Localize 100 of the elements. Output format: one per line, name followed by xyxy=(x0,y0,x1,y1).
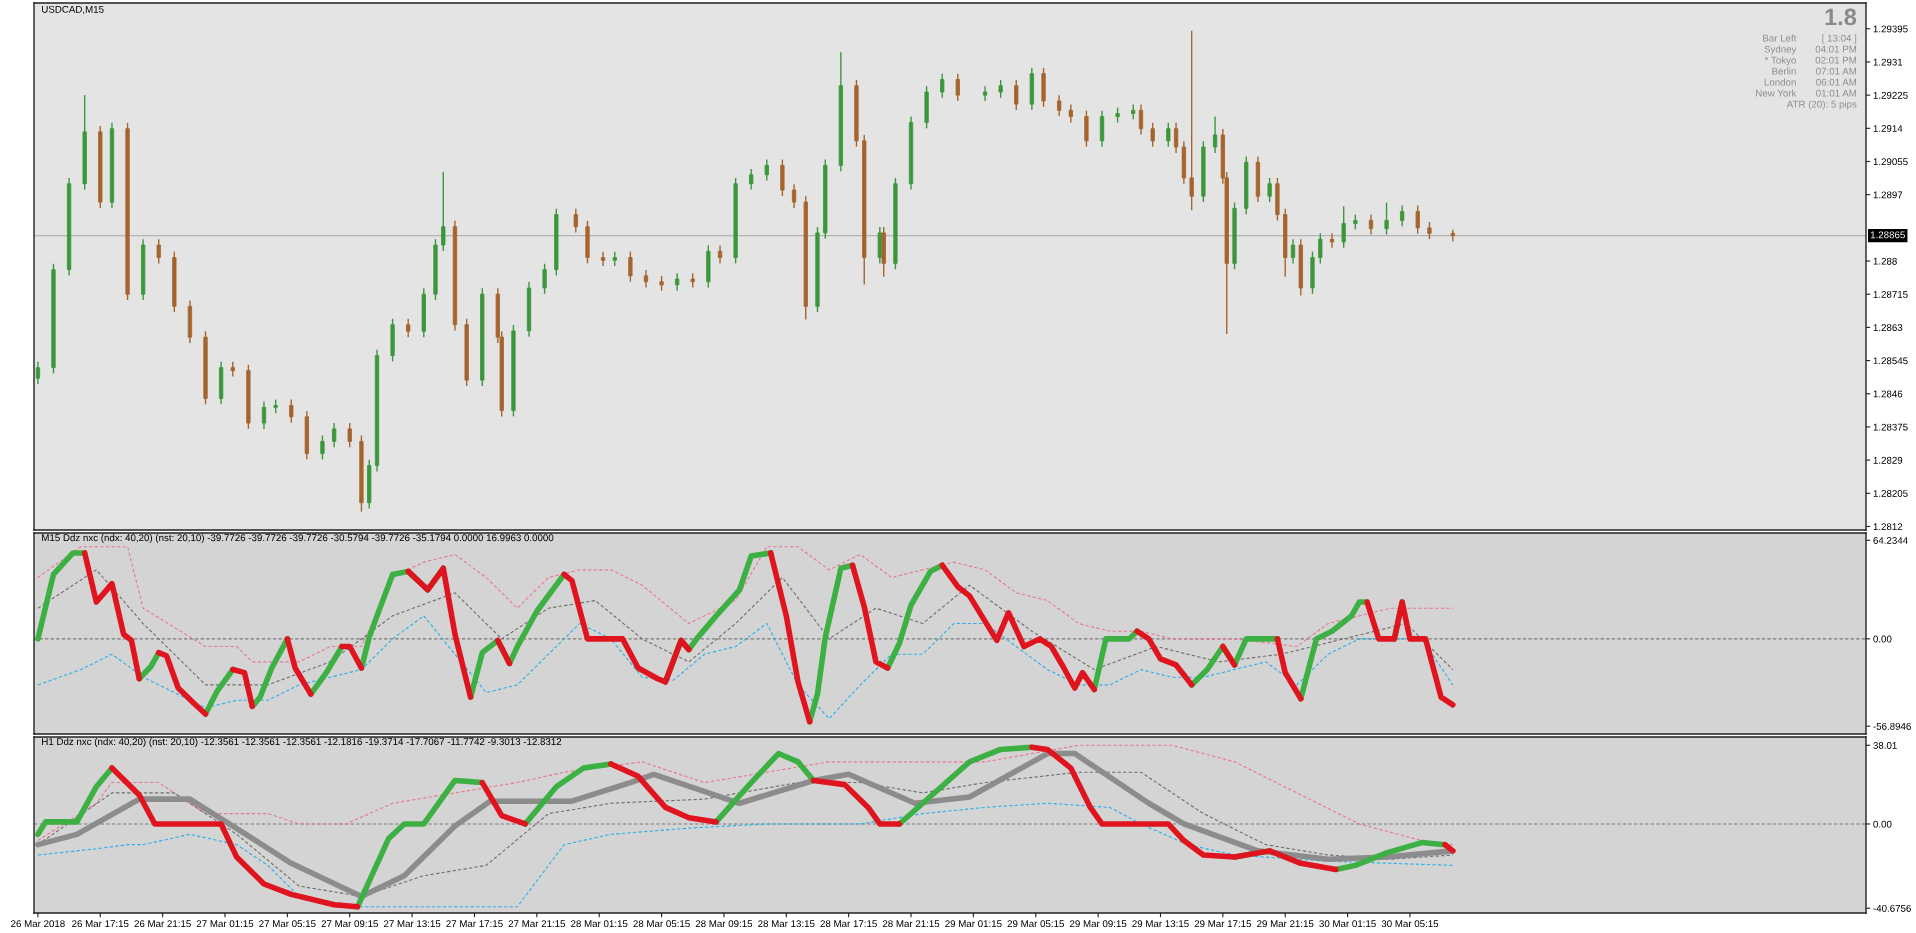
line-series xyxy=(37,615,1454,720)
x-tick-label: 28 Mar 21:15 xyxy=(882,920,940,928)
candlestick xyxy=(406,318,411,338)
candlestick xyxy=(1368,213,1374,236)
candlestick xyxy=(441,170,446,252)
candlestick xyxy=(156,238,161,265)
candlestick xyxy=(35,361,41,385)
y-tick-label: 1.2863 xyxy=(1873,324,1903,332)
annotation: 1.8 xyxy=(1825,8,1857,26)
annotation: London xyxy=(1764,78,1796,86)
candlestick xyxy=(791,183,797,209)
candlestick xyxy=(1173,122,1179,154)
candlestick xyxy=(1400,204,1405,227)
candlestick xyxy=(1267,177,1272,203)
y-tick-label: 1.28715 xyxy=(1873,290,1908,298)
y-tick-label: 1.2829 xyxy=(1873,456,1903,464)
y-tick-label: 0.00 xyxy=(1873,820,1892,828)
y-tick-label: 1.29395 xyxy=(1873,25,1908,33)
x-tick-label: 30 Mar 01:15 xyxy=(1319,920,1376,928)
candlestick xyxy=(940,72,945,99)
candlestick xyxy=(1318,232,1323,265)
x-tick-label: 29 Mar 01:15 xyxy=(945,920,1002,928)
x-tick-label: 27 Mar 21:15 xyxy=(508,920,566,928)
candlestick xyxy=(1057,94,1062,117)
candlestick xyxy=(1341,205,1346,249)
x-tick-label: 28 Mar 09:15 xyxy=(695,920,753,928)
candlestick xyxy=(261,400,267,430)
annotation: * Tokyo xyxy=(1764,56,1796,66)
annotation: New York xyxy=(1756,89,1797,97)
annotation: ATR (20): 5 pips xyxy=(1786,100,1857,110)
x-tick-label: 28 Mar 05:15 xyxy=(633,920,690,928)
y-tick-label: 1.2914 xyxy=(1873,125,1903,132)
line-series xyxy=(37,802,1454,908)
candlestick xyxy=(1150,122,1155,148)
candlestick xyxy=(1014,79,1019,111)
ref-line-label: 1.28865 xyxy=(1870,231,1905,239)
x-tick-label: 29 Mar 21:15 xyxy=(1257,920,1314,928)
annotation: Berlin xyxy=(1772,67,1796,75)
chart-title: USDCAD,M15 xyxy=(42,5,104,14)
annotation: 04:01 PM xyxy=(1815,45,1857,53)
candlestick xyxy=(1138,103,1144,136)
candlestick xyxy=(764,158,769,182)
candlestick xyxy=(289,398,294,424)
y-tick-label: 1.2931 xyxy=(1873,58,1903,66)
y-tick-label: 1.28205 xyxy=(1873,490,1908,497)
candlestick xyxy=(600,250,606,267)
y-tick-label: 1.29055 xyxy=(1873,158,1908,166)
candlestick xyxy=(347,422,352,448)
annotation: [ 13:04 ] xyxy=(1822,34,1857,44)
x-tick-label: 28 Mar 13:15 xyxy=(758,920,815,928)
line-series xyxy=(37,546,1454,663)
x-tick-label: 30 Mar 05:15 xyxy=(1381,920,1439,928)
x-tick-label: 28 Mar 01:15 xyxy=(571,920,628,928)
y-tick-label: 1.29225 xyxy=(1873,91,1908,99)
x-tick-label: 29 Mar 09:15 xyxy=(1069,920,1127,928)
candlestick xyxy=(320,434,325,461)
candlestick xyxy=(955,72,960,102)
candlestick xyxy=(1212,115,1218,154)
y-tick-label: 1.28545 xyxy=(1873,357,1908,365)
annotation: 07:01 AM xyxy=(1816,67,1857,75)
y-tick-label: 1.2846 xyxy=(1873,390,1903,398)
y-tick-label: 0.00 xyxy=(1873,635,1892,643)
annotation: 02:01 PM xyxy=(1815,56,1857,64)
x-tick-label: 26 Mar 21:15 xyxy=(134,920,191,928)
candlestick xyxy=(1415,204,1420,235)
candlestick xyxy=(1290,238,1296,265)
x-tick-label: 27 Mar 13:15 xyxy=(383,920,441,928)
x-tick-label: 26 Mar 2018 xyxy=(11,920,65,928)
x-tick-label: 27 Mar 09:15 xyxy=(321,920,378,928)
chart-title: M15 Ddz nxc (ndx: 40,20) (nst: 20,10) -39.7726 -39.7726 -39.7726 -30.5794 -39.7726 -35.1794 0.0000 16.9963 0.0000 xyxy=(42,534,554,544)
y-tick-label: -56.8946 xyxy=(1873,722,1911,730)
annotation: 06:01 AM xyxy=(1816,78,1857,86)
annotation: Sydney xyxy=(1764,45,1797,55)
y-tick-label: -40.6756 xyxy=(1873,904,1911,912)
y-tick-label: 1.2812 xyxy=(1873,523,1903,531)
candlestick xyxy=(982,85,988,102)
x-tick-label: 27 Mar 05:15 xyxy=(259,920,316,928)
candlestick xyxy=(1450,229,1455,243)
candlestick xyxy=(749,168,754,191)
candlestick xyxy=(542,263,547,295)
candlestick xyxy=(643,269,649,289)
x-tick-label: 28 Mar 17:15 xyxy=(820,920,877,928)
x-tick-label: 26 Mar 17:15 xyxy=(72,920,129,928)
candlestick xyxy=(1329,232,1335,249)
y-tick-label: 38.01 xyxy=(1873,742,1897,749)
candlestick xyxy=(675,272,680,292)
x-tick-label: 29 Mar 05:15 xyxy=(1007,920,1064,928)
x-tick-label: 27 Mar 17:15 xyxy=(446,920,503,928)
annotation: 01:01 AM xyxy=(1816,89,1857,97)
candlestick xyxy=(1384,201,1389,236)
candlestick xyxy=(628,250,633,283)
candlestick xyxy=(332,422,337,448)
x-tick-label: 29 Mar 17:15 xyxy=(1194,920,1252,928)
candlestick xyxy=(573,208,578,234)
annotation: Bar Left xyxy=(1763,34,1797,42)
y-tick-label: 64.2344 xyxy=(1873,537,1908,544)
candlestick xyxy=(1166,122,1171,148)
y-tick-label: 1.288 xyxy=(1873,257,1897,265)
x-tick-label: 27 Mar 01:15 xyxy=(196,920,254,928)
y-tick-label: 1.2897 xyxy=(1873,191,1903,199)
